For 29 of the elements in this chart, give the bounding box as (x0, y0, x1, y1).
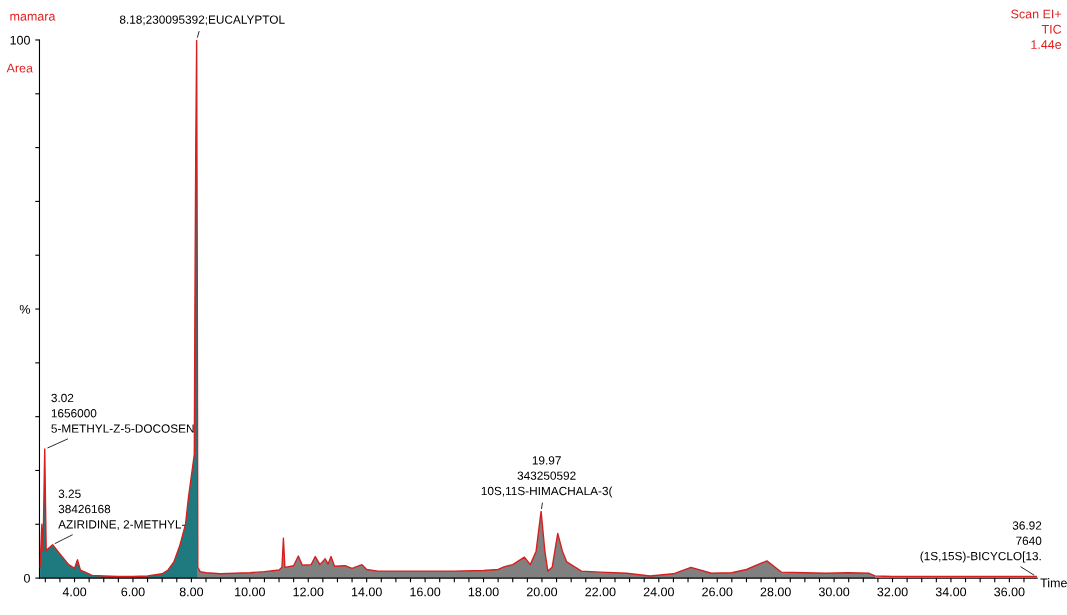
x-tick-label: 24.00 (643, 587, 674, 597)
x-tick-label: 32.00 (877, 587, 908, 597)
x-tick-label: 20.00 (526, 587, 558, 597)
x-tick-label: 12.00 (293, 587, 324, 597)
x-tick-label: 26.00 (702, 587, 733, 597)
annotation: 19.97 343250592 10S,11S-HIMACHALA-3( (481, 456, 613, 498)
x-tick-label: 6.00 (121, 587, 145, 597)
annotation: 8.18;230095392;EUCALYPTOL (119, 15, 285, 26)
x-tick-label: 4.00 (62, 587, 87, 597)
x-tick-label: 22.00 (585, 587, 616, 597)
annotation: 3.25 38426168 AZIRIDINE, 2-METHYL- (58, 489, 185, 530)
y-tick-label: 0 (23, 573, 30, 583)
x-tick-label: 14.00 (351, 587, 382, 597)
x-tick-label: 18.00 (468, 587, 499, 597)
chart-title: mamara (10, 13, 56, 21)
x-axis-title: Time (1040, 578, 1067, 588)
x-tick-label: 8.00 (179, 587, 204, 597)
x-tick-label: 30.00 (818, 587, 850, 597)
x-tick-label: 36.00 (994, 587, 1025, 597)
x-tick-label: 34.00 (935, 587, 967, 597)
x-tick-label: 28.00 (760, 587, 791, 597)
y-tick-label: % (19, 304, 31, 314)
x-tick-label: 10.00 (235, 587, 265, 597)
annotation: 36.92 7640 (1S,15S)-BICYCLO[13. (920, 521, 1042, 563)
x-tick-label: 16.00 (410, 587, 441, 597)
annotation: Scan EI+ TIC 1.44e (1011, 9, 1062, 49)
annotation: 3.02 1656000 5-METHYL-Z-5-DOCOSEN (51, 393, 194, 433)
y-tick-label: 100 (10, 35, 30, 45)
y-axis-title: Area (6, 63, 33, 73)
